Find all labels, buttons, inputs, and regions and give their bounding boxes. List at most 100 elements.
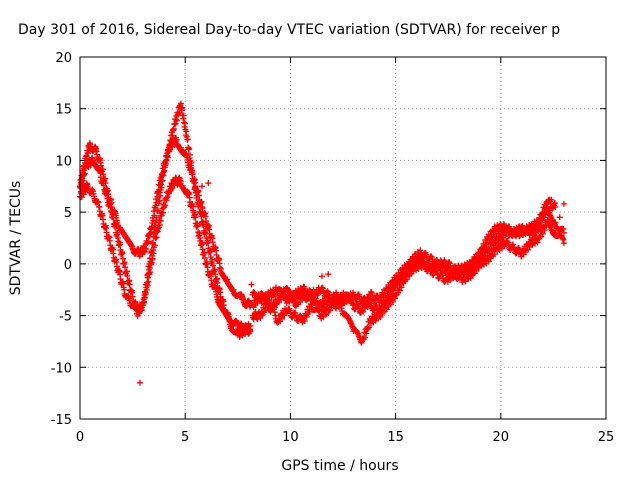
y-tick-label: 5 [64, 206, 72, 221]
data-point [144, 282, 151, 289]
data-point [248, 281, 255, 288]
data-point [152, 235, 159, 241]
data-point [270, 291, 277, 298]
y-axis-label: SDTVAR / TECUs [8, 181, 24, 296]
data-point [138, 307, 145, 314]
data-point [388, 291, 395, 298]
data-point [168, 137, 175, 144]
data-point [145, 271, 152, 278]
y-tick-label: 20 [55, 51, 72, 66]
data-point [110, 214, 117, 221]
data-point [150, 250, 157, 257]
data-point [184, 136, 191, 143]
data-point [360, 335, 367, 342]
y-tick-label: -5 [59, 310, 72, 325]
data-point [196, 201, 203, 208]
y-tick-labels: -15 -10 -5 0 5 10 15 20 [51, 51, 72, 428]
data-point [173, 117, 180, 124]
data-point [142, 290, 149, 297]
x-tick-label: 5 [181, 430, 189, 445]
data-point [98, 162, 105, 169]
data-point [81, 170, 88, 177]
data-point [199, 183, 206, 190]
data-point [156, 221, 163, 228]
data-point [186, 145, 193, 152]
data-point [117, 241, 124, 248]
y-tick-label: 10 [55, 154, 72, 169]
data-point [84, 150, 91, 157]
data-point [79, 177, 86, 184]
data-point [207, 248, 214, 255]
data-point [143, 245, 150, 252]
data-point [157, 192, 164, 199]
data-point [201, 249, 208, 256]
data-point [153, 234, 160, 241]
data-point [205, 239, 212, 246]
data-point [402, 271, 409, 278]
data-point [560, 240, 567, 247]
data-point [560, 229, 567, 236]
x-axis-label: GPS time / hours [281, 458, 398, 474]
data-point [205, 180, 212, 187]
data-point [541, 209, 548, 216]
data-point [188, 159, 195, 166]
data-point [387, 295, 394, 302]
data-point [199, 240, 206, 247]
data-point [183, 128, 190, 135]
data-point [560, 200, 567, 207]
data-point [119, 250, 126, 257]
data-point [201, 255, 208, 262]
data-point [124, 272, 131, 279]
data-point [214, 279, 221, 286]
data-point [199, 246, 206, 253]
x-tick-labels: 0 5 10 15 20 25 [76, 430, 614, 445]
data-point [198, 213, 205, 220]
data-point [152, 202, 159, 209]
data-point [536, 220, 543, 227]
data-point [169, 132, 176, 139]
plot-frame [79, 56, 607, 420]
data-point [149, 255, 156, 262]
data-point [556, 214, 563, 221]
data-point [151, 242, 158, 249]
data-point [114, 229, 121, 236]
data-point [157, 217, 164, 224]
data-point [194, 192, 201, 199]
x-tick-label: 15 [387, 430, 404, 445]
x-tick-label: 20 [493, 430, 510, 445]
data-point [485, 258, 492, 265]
data-point [192, 214, 199, 221]
data-point [156, 197, 163, 204]
data-point [194, 223, 201, 230]
data-point [164, 152, 171, 159]
data-point [325, 271, 332, 278]
data-point [366, 324, 373, 331]
data-point [154, 207, 161, 214]
x-tick-label: 25 [598, 430, 615, 445]
data-point [167, 141, 174, 148]
data-point [192, 183, 199, 190]
data-point [163, 197, 170, 204]
data-point [247, 328, 254, 335]
data-point [145, 278, 152, 285]
data-point [162, 202, 169, 209]
x-tick-label: 0 [76, 430, 84, 445]
data-point [377, 313, 384, 320]
y-tick-label: -15 [51, 413, 72, 428]
data-point [479, 248, 486, 255]
data-points [77, 100, 567, 386]
data-point [301, 317, 308, 324]
data-point [541, 227, 548, 234]
data-point [361, 334, 368, 341]
data-point [182, 120, 189, 127]
data-point [159, 209, 166, 216]
y-tick-label: 0 [64, 258, 72, 273]
data-point [189, 171, 196, 178]
data-point [187, 151, 194, 158]
data-point [360, 308, 367, 315]
data-point [112, 223, 119, 230]
data-point [81, 171, 88, 178]
data-point [158, 184, 165, 191]
